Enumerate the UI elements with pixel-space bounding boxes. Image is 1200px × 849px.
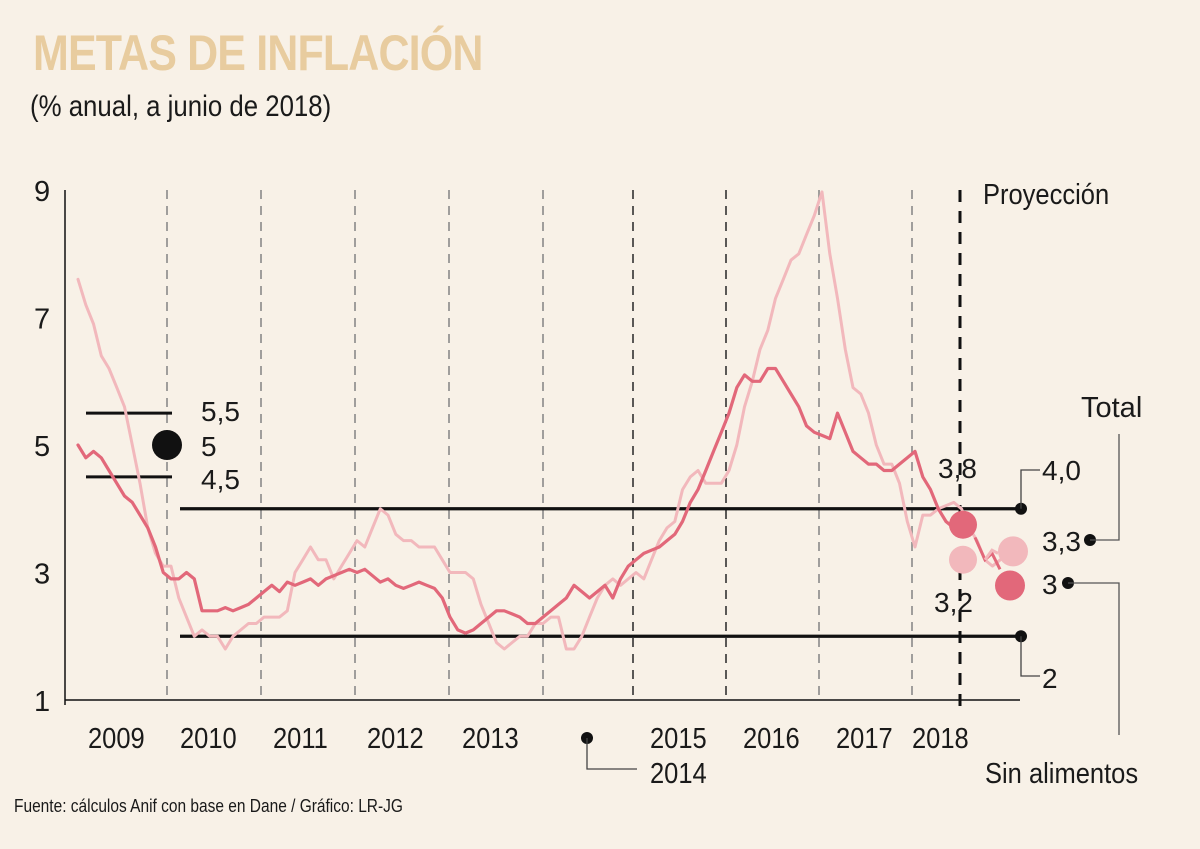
total-projection-point [998,536,1028,567]
total-last-label: 3,2 [934,587,973,618]
total-last-point [949,545,977,574]
series [76,190,1028,651]
y-tick-label: 3 [34,559,50,591]
target-upper-leader [1020,469,1040,509]
x-tick-label: 2010 [180,721,237,754]
series-sin-alimentos-line [76,366,956,635]
labels: Proyección 5,5 54,5 4,0 2 3,8 3,2 3,3 3 Total Sin … [201,177,1142,789]
total-callout-leader [1090,434,1120,541]
y-tick-label: 5 [34,431,50,463]
sin-alimentos-projection-point [995,570,1025,601]
target-bands [86,411,1040,677]
year-2014-leader [586,738,637,770]
sin-alimentos-projection-label: 3 [1042,569,1058,600]
total-callout-label: Total [1081,392,1142,424]
sin-alimentos-callout-leader [1068,582,1120,735]
chart-title: METAS DE INFLACIÓN [33,25,483,81]
series-total-line [76,190,1002,651]
x-tick-label: 2014 [650,756,707,789]
target-2009-lower-label: 4,5 [201,464,240,495]
x-tick-label: 2016 [743,721,800,754]
y-tick-label: 9 [34,176,50,208]
projection-label: Proyección [983,177,1109,210]
sin-alimentos-callout-label: Sin alimentos [985,756,1138,789]
total-projection-path [983,548,999,561]
x-tick-label: 2009 [88,721,145,754]
x-tick-label: 2015 [650,721,707,754]
source-note: Fuente: cálculos Anif con base en Dane /… [14,796,403,816]
x-tick-label: 2018 [912,721,969,754]
chart-subtitle: (% anual, a junio de 2018) [30,90,332,123]
target-lower-leader [1020,636,1040,677]
x-tick-label: 2012 [367,721,424,754]
x-tick-label: 2013 [462,721,519,754]
total-projection-label: 3,3 [1042,526,1081,557]
sin-alimentos-last-label: 3,8 [938,453,977,484]
x-tick-label: 2011 [273,721,328,754]
target-2009-upper-label: 5,5 [201,396,240,427]
target-upper-label: 4,0 [1042,455,1081,486]
y-tick-label: 7 [34,304,50,336]
sin-alimentos-last-point [949,510,977,539]
target-2009-center [152,430,182,460]
target-2009-center-label: 5 [201,431,217,462]
target-lower-label: 2 [1042,663,1058,694]
y-tick-label: 1 [34,686,50,718]
x-tick-label: 2017 [836,721,893,754]
